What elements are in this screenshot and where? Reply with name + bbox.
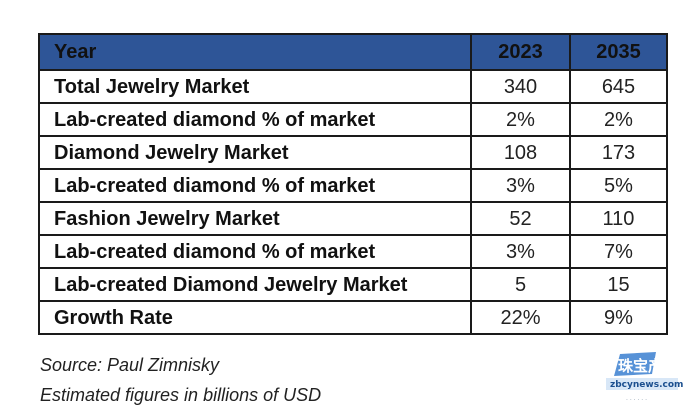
table-row: Lab-created Diamond Jewelry Market 5 15 [38, 267, 668, 302]
table-header-row: Year 2023 2035 [38, 33, 668, 71]
table-row: Growth Rate 22% 9% [38, 300, 668, 335]
cell-2023: 340 [470, 69, 571, 104]
row-label: Total Jewelry Market [38, 69, 472, 104]
cell-2023: 5 [470, 267, 571, 302]
table-row: Lab-created diamond % of market 2% 2% [38, 102, 668, 137]
watermark-logo: 珠宝产业网 zbcynews.com · · · · · · [606, 352, 690, 404]
cell-2023: 52 [470, 201, 571, 236]
cell-2035: 110 [569, 201, 668, 236]
cell-2035: 15 [569, 267, 668, 302]
row-label: Lab-created diamond % of market [38, 102, 472, 137]
column-header-2035: 2035 [569, 33, 668, 71]
cell-2023: 3% [470, 234, 571, 269]
cell-2035: 9% [569, 300, 668, 335]
row-label: Lab-created Diamond Jewelry Market [38, 267, 472, 302]
cell-2023: 22% [470, 300, 571, 335]
row-label: Lab-created diamond % of market [38, 234, 472, 269]
svg-text:zbcynews.com: zbcynews.com [610, 380, 683, 390]
column-header-year: Year [38, 33, 472, 71]
row-label: Fashion Jewelry Market [38, 201, 472, 236]
table-row: Lab-created diamond % of market 3% 7% [38, 234, 668, 269]
cell-2035: 2% [569, 102, 668, 137]
cell-2035: 645 [569, 69, 668, 104]
units-note: Estimated figures in billions of USD [40, 385, 322, 405]
table-row: Lab-created diamond % of market 3% 5% [38, 168, 668, 203]
svg-text:珠宝产业网: 珠宝产业网 [618, 357, 690, 375]
table-row: Diamond Jewelry Market 108 173 [38, 135, 668, 170]
market-data-table: Year 2023 2035 Total Jewelry Market 340 64… [38, 33, 668, 335]
table-body: Total Jewelry Market 340 645 Lab-created di… [38, 69, 668, 335]
svg-text:· · · · · ·: · · · · · · [626, 397, 647, 404]
row-label: Lab-created diamond % of market [38, 168, 472, 203]
cell-2035: 7% [569, 234, 668, 269]
source-note: Source: Paul Zimnisky [40, 355, 220, 375]
cell-2035: 5% [569, 168, 668, 203]
column-header-2023: 2023 [470, 33, 571, 71]
cell-2023: 108 [470, 135, 571, 170]
cell-2023: 2% [470, 102, 571, 137]
cell-2035: 173 [569, 135, 668, 170]
table-row: Total Jewelry Market 340 645 [38, 69, 668, 104]
table-row: Fashion Jewelry Market 52 110 [38, 201, 668, 236]
row-label: Growth Rate [38, 300, 472, 335]
cell-2023: 3% [470, 168, 571, 203]
row-label: Diamond Jewelry Market [38, 135, 472, 170]
